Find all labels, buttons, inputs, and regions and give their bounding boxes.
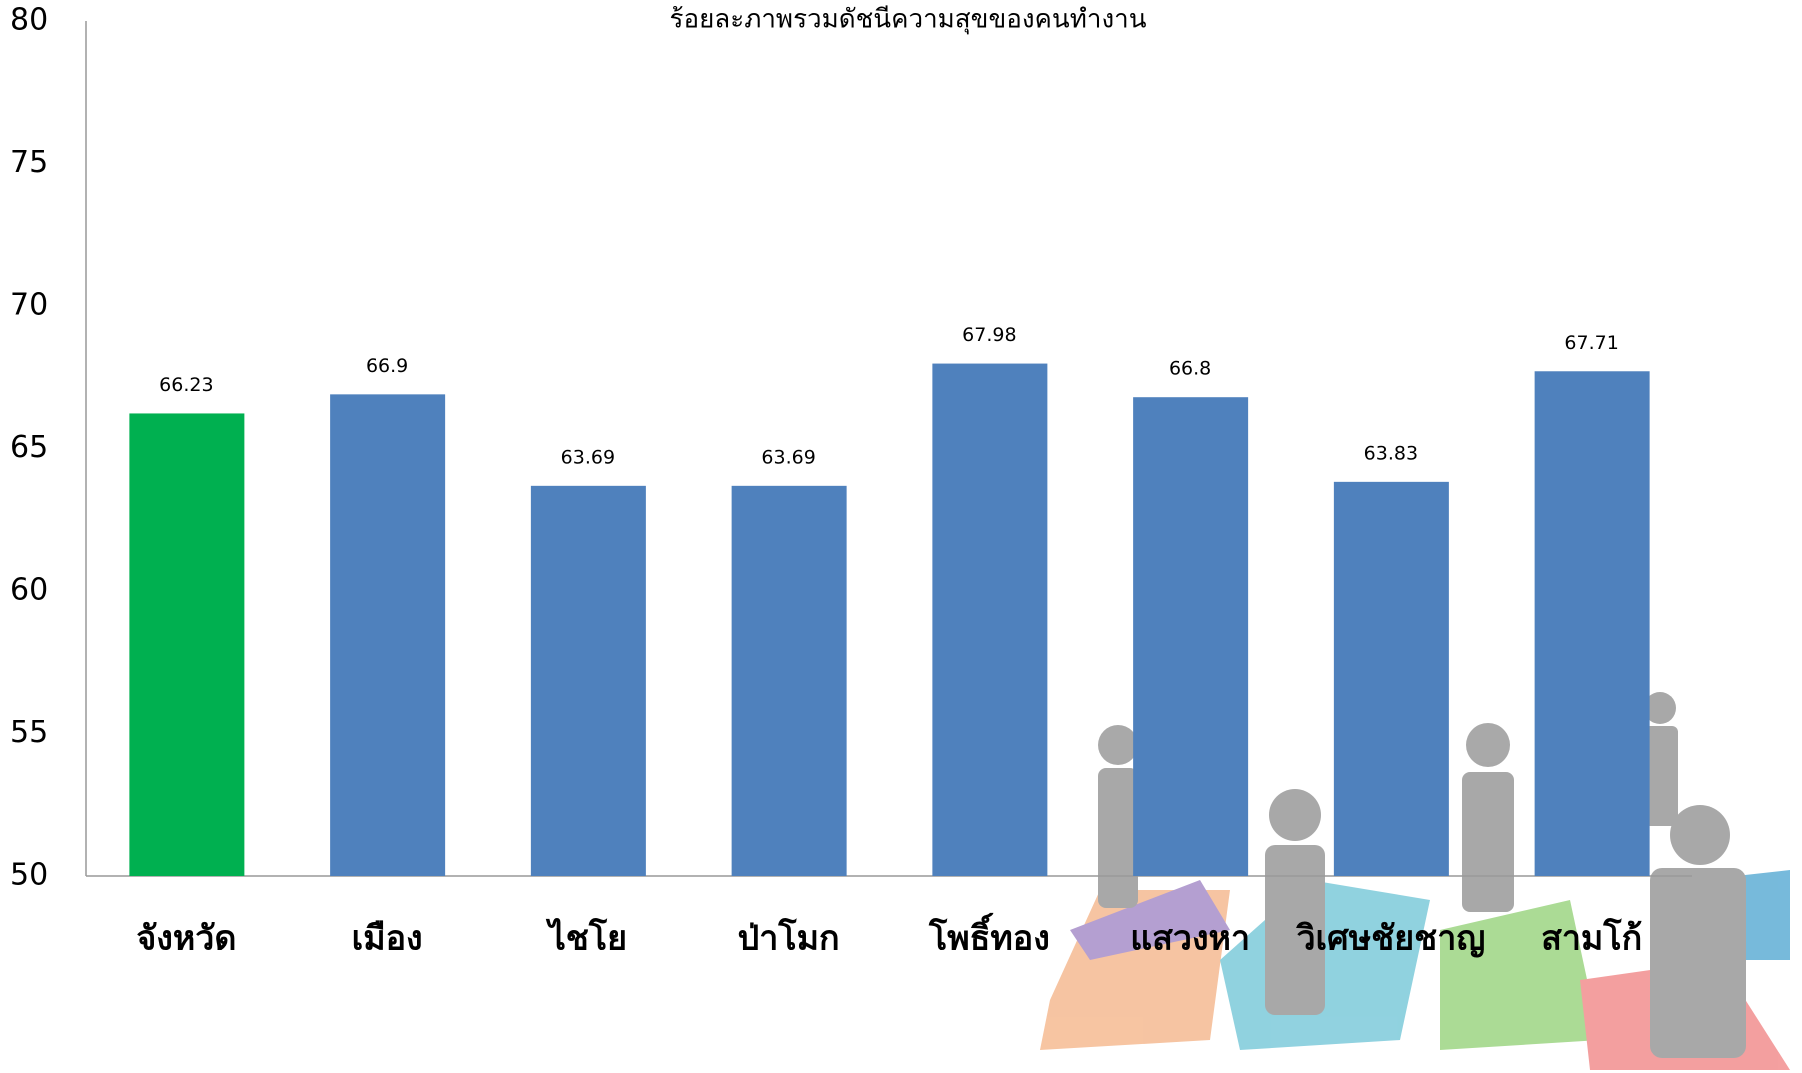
value-label: 63.69 bbox=[761, 446, 815, 468]
value-label: 63.83 bbox=[1364, 442, 1418, 464]
y-tick-label: 70 bbox=[10, 288, 48, 323]
y-tick-label: 80 bbox=[10, 3, 48, 38]
chart-title: ร้อยละภาพรวมดัชนีความสุขของคนทำงาน bbox=[669, 5, 1146, 35]
value-label: 63.69 bbox=[561, 446, 615, 468]
y-tick-label: 55 bbox=[10, 715, 48, 750]
bar bbox=[732, 486, 847, 876]
bar bbox=[129, 413, 244, 876]
x-tick-label: ไชโย bbox=[546, 918, 627, 959]
x-tick-label: แสวงหา bbox=[1130, 919, 1250, 959]
bar bbox=[1535, 371, 1650, 876]
value-label: 66.8 bbox=[1169, 358, 1211, 380]
y-tick-label: 75 bbox=[10, 145, 48, 180]
value-label: 67.98 bbox=[962, 324, 1016, 346]
y-tick-label: 65 bbox=[10, 430, 48, 465]
x-tick-label: จังหวัด bbox=[136, 919, 236, 959]
bar bbox=[1334, 482, 1449, 876]
x-tick-label: ป่าโมก bbox=[738, 918, 840, 959]
y-tick-label: 60 bbox=[10, 573, 48, 608]
bar bbox=[1133, 397, 1248, 876]
bar bbox=[531, 486, 646, 876]
x-tick-label: เมือง bbox=[352, 919, 423, 959]
value-label: 66.9 bbox=[366, 355, 408, 377]
bar bbox=[932, 364, 1047, 876]
y-tick-label: 50 bbox=[10, 858, 48, 893]
x-tick-label: วิเศษชัยชาญ bbox=[1296, 919, 1486, 959]
x-tick-label: สามโก้ bbox=[1541, 918, 1642, 959]
value-label: 66.23 bbox=[159, 374, 213, 396]
value-label: 67.71 bbox=[1564, 332, 1618, 354]
x-tick-label: โพธิ์ทอง bbox=[928, 913, 1050, 959]
bar bbox=[330, 394, 445, 876]
chart: ร้อยละภาพรวมดัชนีความสุขของคนทำงาน 50 55 6… bbox=[0, 0, 1802, 1073]
